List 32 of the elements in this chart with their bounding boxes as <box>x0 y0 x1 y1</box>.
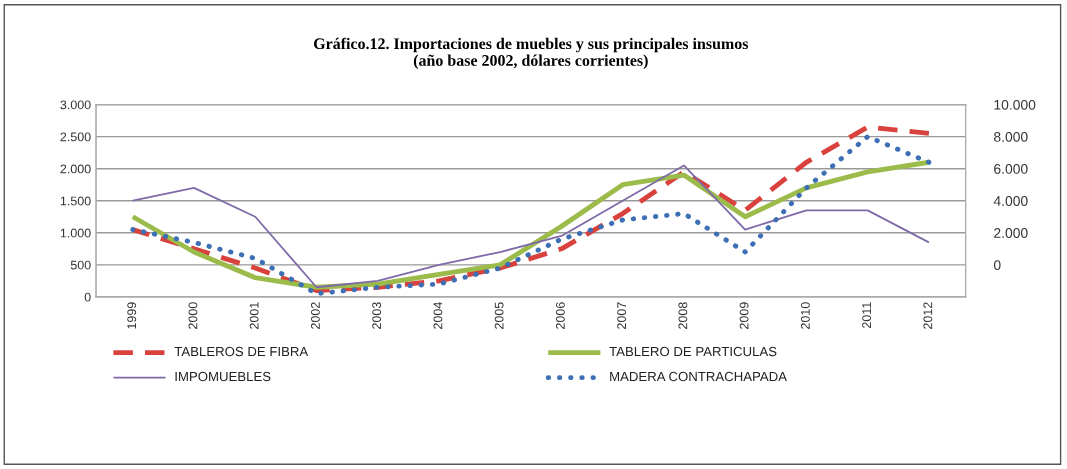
y-tick-label: 2.000 <box>60 164 91 174</box>
x-tick-label: 1999 <box>127 302 137 329</box>
legend-label: TABLERO DE PARTICULAS <box>609 346 777 357</box>
y2-tick-label: 6.000 <box>994 164 1028 174</box>
x-tick-label: 2012 <box>923 302 933 329</box>
y-tick-label: 2.500 <box>60 132 91 142</box>
legend-label: IMPOMUEBLES <box>175 371 271 382</box>
x-tick-label: 2006 <box>555 302 565 329</box>
y-tick-label: 1.500 <box>60 196 91 206</box>
x-tick-label: 2002 <box>311 302 320 329</box>
y-tick-label: 500 <box>70 260 91 270</box>
x-tick-label: 2004 <box>433 302 443 329</box>
y2-tick-label: 4.000 <box>993 196 1028 206</box>
y2-tick-label: 0 <box>993 260 1001 270</box>
y-tick-label: 1.000 <box>60 228 91 238</box>
y2-tick-label: 2.000 <box>994 228 1028 238</box>
x-tick-label: 2010 <box>800 302 810 329</box>
x-tick-label: 2011 <box>862 302 872 328</box>
x-tick-label: 2009 <box>739 302 749 329</box>
x-tick-label: 2003 <box>372 302 382 329</box>
y-tick-label: 0 <box>84 292 91 302</box>
x-tick-label: 2001 <box>249 302 259 329</box>
x-tick-label: 2008 <box>678 302 688 329</box>
x-tick-label: 2005 <box>494 302 504 329</box>
chart-title: Gráfico.12. Importaciones de muebles y sus principales insumos (año base 2002, dólares corrientes) <box>313 37 749 70</box>
x-tick-label: 2007 <box>617 302 627 329</box>
legend-label: TABLEROS DE FIBRA <box>174 346 309 357</box>
legend-label: MADERA CONTRACHAPADA <box>610 371 787 382</box>
y2-tick-label: 10.000 <box>994 99 1036 110</box>
y2-tick-label: 8.000 <box>994 131 1028 142</box>
x-tick-label: 2000 <box>188 302 198 329</box>
y-tick-label: 3.000 <box>60 100 91 110</box>
